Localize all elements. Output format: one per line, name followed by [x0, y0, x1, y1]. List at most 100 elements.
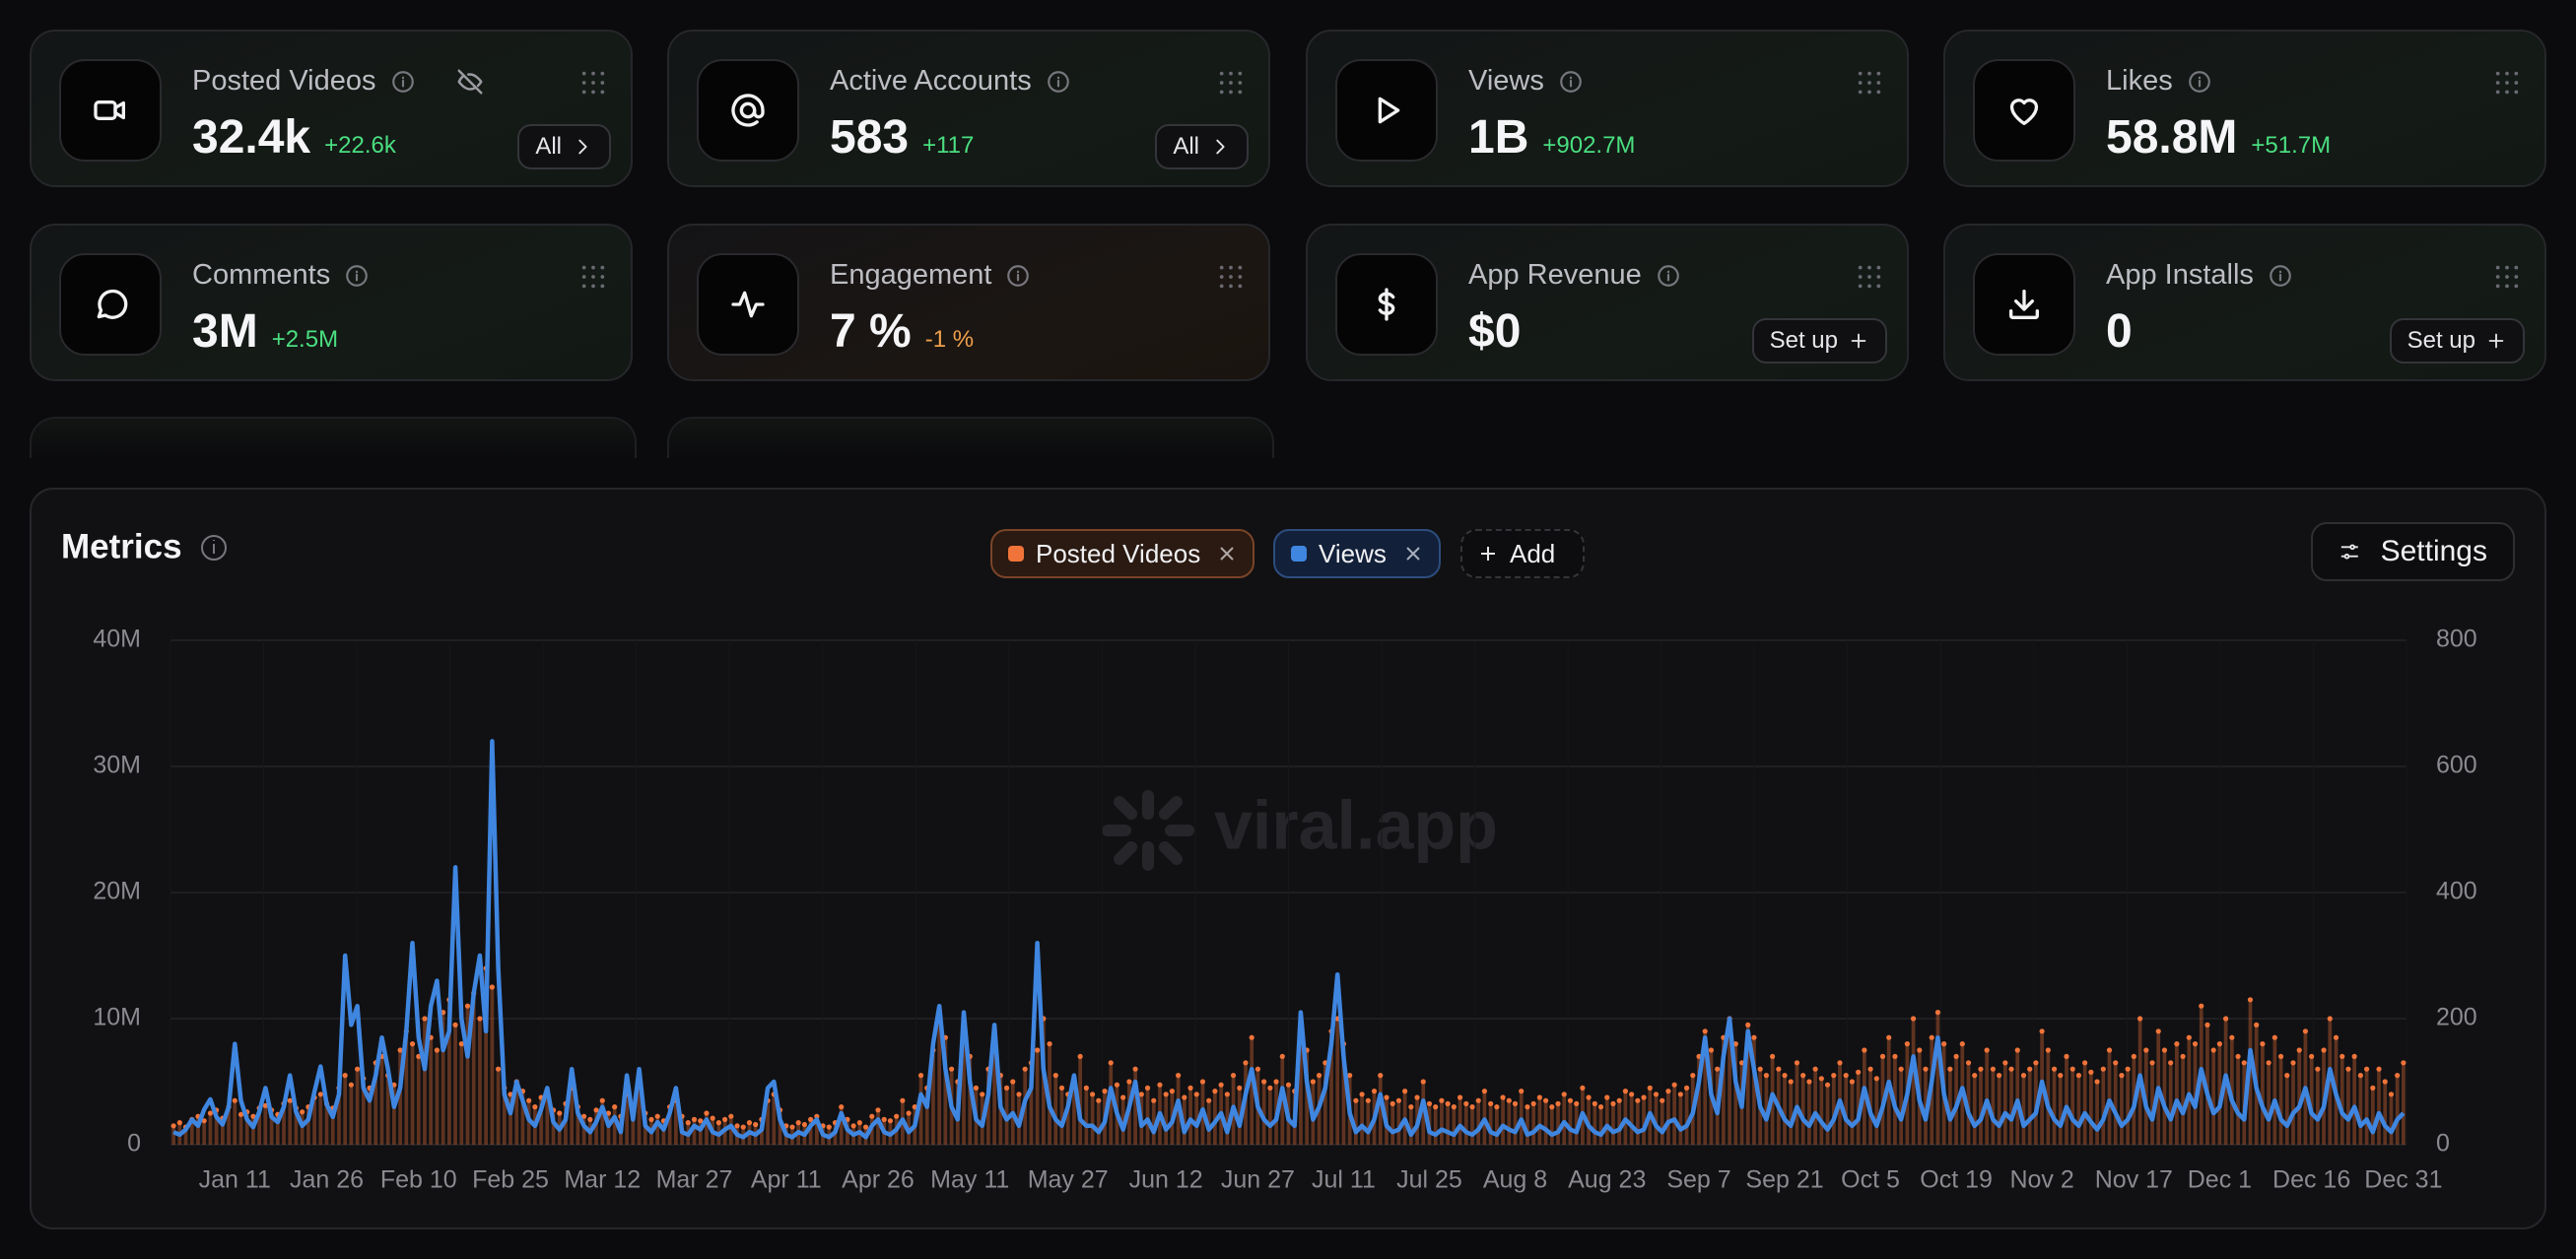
bar-dot: [1812, 1066, 1818, 1072]
bar: [2291, 1062, 2295, 1145]
bar-dot: [232, 1097, 237, 1103]
bar-dot: [856, 1120, 862, 1126]
bar: [2315, 1069, 2320, 1145]
x-tick-label: Feb 25: [472, 1166, 549, 1194]
bar: [1341, 1043, 1346, 1145]
bar-dot: [814, 1113, 820, 1119]
x-tick-label: Feb 10: [380, 1166, 457, 1194]
bar-dot: [1929, 1034, 1934, 1040]
bar-dot: [1997, 1073, 2002, 1079]
bar-dot: [250, 1113, 256, 1119]
bar: [1476, 1100, 1481, 1145]
bar: [1065, 1093, 1070, 1145]
settings-button[interactable]: Settings: [2311, 522, 2515, 581]
bar-dot: [1420, 1079, 1426, 1085]
bar-dot: [1715, 1066, 1721, 1072]
bar-dot: [2143, 1047, 2149, 1053]
bar: [227, 1106, 231, 1145]
bar: [1666, 1091, 1670, 1145]
bar: [1825, 1085, 1830, 1145]
bar-dot: [1353, 1097, 1359, 1103]
bar-dot: [2174, 1041, 2180, 1047]
bar: [1513, 1103, 1518, 1145]
bar: [508, 1093, 512, 1145]
bar-dot: [1224, 1092, 1230, 1097]
bar-dot: [1138, 1092, 1144, 1097]
settings-icon: [2340, 544, 2358, 560]
x-tick-label: Apr 26: [842, 1166, 915, 1194]
y2-tick-label: 200: [2436, 1004, 2477, 1031]
bar: [1549, 1106, 1554, 1145]
bar: [698, 1120, 703, 1145]
bar: [1096, 1100, 1101, 1145]
bar-dot: [2395, 1073, 2401, 1079]
icon-glyph: [1378, 97, 1400, 124]
bar-dot: [1536, 1094, 1542, 1100]
bar: [385, 1075, 390, 1145]
bar-dot: [458, 1041, 464, 1047]
bar: [251, 1116, 255, 1145]
bar-dot: [1849, 1079, 1856, 1085]
card-value: 3M +2.5M: [192, 304, 338, 359]
bar-dot: [1052, 1073, 1058, 1079]
bar-dot: [1917, 1047, 1923, 1053]
bar: [1874, 1078, 1879, 1145]
bar-dot: [2309, 1053, 2315, 1059]
card-title: Views: [1468, 65, 1584, 98]
bar-dot: [704, 1110, 710, 1116]
remove-icon[interactable]: [1217, 544, 1237, 563]
bar-dot: [1574, 1100, 1580, 1106]
x-tick-label: Mar 12: [564, 1166, 641, 1194]
bar: [1084, 1088, 1089, 1145]
card-button[interactable]: All: [517, 124, 611, 169]
bar-dot: [2039, 1028, 2045, 1034]
bar-dot: [2088, 1069, 2094, 1075]
bar-dot: [2125, 1066, 2131, 1072]
bar: [1531, 1103, 1536, 1145]
card-value: 1B +902.7M: [1468, 110, 1635, 165]
bar: [943, 1037, 948, 1145]
card-button[interactable]: Set up: [2389, 318, 2525, 364]
bar: [1783, 1075, 1787, 1145]
bar: [625, 1093, 629, 1145]
add-button[interactable]: Add: [1460, 529, 1585, 578]
plus-icon: [1481, 547, 1495, 561]
bar: [1537, 1097, 1542, 1145]
bar: [214, 1109, 219, 1145]
bar-dot: [973, 1085, 980, 1091]
bar-dot: [2241, 1060, 2247, 1066]
remove-icon[interactable]: [1403, 544, 1423, 563]
card-icon: [1973, 59, 2075, 162]
bar: [526, 1100, 531, 1145]
y-tick-label: 20M: [93, 878, 141, 905]
bar: [1800, 1075, 1805, 1145]
bar: [244, 1111, 249, 1145]
chevron-icon: [578, 139, 587, 155]
bar: [1562, 1093, 1567, 1145]
bar: [581, 1116, 586, 1145]
bar-dot: [348, 1082, 354, 1088]
bar-dot: [1390, 1100, 1395, 1106]
bar: [1745, 1025, 1750, 1145]
bar-dot: [2271, 1034, 2277, 1040]
bar: [1035, 1050, 1040, 1145]
bar-dot: [422, 1016, 428, 1022]
card-button[interactable]: Set up: [1751, 318, 1887, 364]
series-chip[interactable]: Posted Videos: [990, 529, 1254, 578]
change-text: +51.7M: [2251, 132, 2332, 159]
bar-dot: [2131, 1053, 2136, 1059]
bar-dot: [1604, 1094, 1610, 1100]
card-button[interactable]: All: [1155, 124, 1249, 169]
card-title-text: Active Accounts: [830, 65, 1032, 97]
change-text: +902.7M: [1542, 132, 1636, 159]
card-title-text: Engagement: [830, 259, 992, 291]
stat-card: Engagement 7 % -1 %: [667, 224, 1270, 381]
x-tick-label: Dec 16: [2272, 1166, 2350, 1194]
bar-dot: [1187, 1085, 1193, 1091]
bar-dot: [1445, 1100, 1451, 1106]
bar: [2015, 1050, 2020, 1145]
change-text: -1 %: [924, 326, 975, 353]
bar-dot: [1151, 1097, 1157, 1103]
series-chip[interactable]: Views: [1273, 529, 1441, 578]
